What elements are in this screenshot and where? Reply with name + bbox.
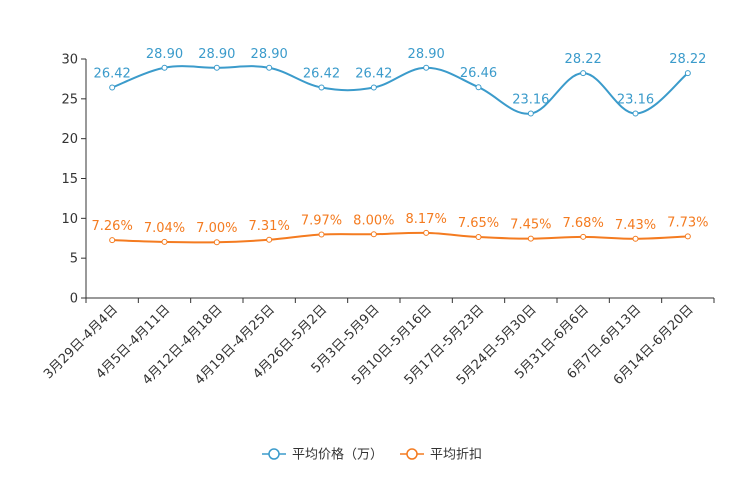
data-point[interactable] xyxy=(580,233,587,240)
legend-label: 平均价格（万） xyxy=(292,447,383,463)
data-label: 7.45% xyxy=(510,218,551,233)
data-label: 28.22 xyxy=(669,52,706,67)
legend-item-1[interactable]: 平均价格（万） xyxy=(262,447,383,463)
data-point[interactable] xyxy=(684,233,691,240)
y-tick-label: 20 xyxy=(61,132,78,147)
data-label: 8.17% xyxy=(406,212,447,227)
data-label: 7.00% xyxy=(196,221,237,236)
series-1: 26.42 28.90 28.90 28.90 26.42 26.42 28.90 26.46… xyxy=(94,47,706,117)
y-tick-label: 25 xyxy=(61,92,78,107)
series-2: 7.26% 7.04% 7.00% 7.31% 7.97% 8.00% 8.17% 7.65%… xyxy=(92,212,708,246)
data-label: 7.97% xyxy=(301,214,342,229)
y-tick-label: 15 xyxy=(61,172,78,187)
data-label: 26.46 xyxy=(460,66,497,81)
data-point[interactable] xyxy=(213,64,220,71)
data-label: 7.31% xyxy=(249,219,290,234)
data-point[interactable] xyxy=(318,84,325,91)
data-point[interactable] xyxy=(318,231,325,238)
data-point[interactable] xyxy=(266,64,273,71)
data-point[interactable] xyxy=(370,84,377,91)
data-point[interactable] xyxy=(213,239,220,246)
series-line xyxy=(112,231,688,244)
data-point[interactable] xyxy=(161,64,168,71)
data-point[interactable] xyxy=(109,84,116,91)
data-label: 28.90 xyxy=(198,47,235,62)
data-label: 23.16 xyxy=(617,92,654,107)
data-point[interactable] xyxy=(109,237,116,244)
data-label: 28.90 xyxy=(251,47,288,62)
data-label: 28.90 xyxy=(146,47,183,62)
y-tick-label: 10 xyxy=(61,212,78,227)
data-point[interactable] xyxy=(632,110,639,117)
chart-series: 26.42 28.90 28.90 28.90 26.42 26.42 28.90 26.46… xyxy=(92,47,708,246)
data-label: 7.73% xyxy=(667,215,708,230)
data-label: 7.43% xyxy=(615,218,656,233)
data-label: 8.00% xyxy=(353,213,394,228)
data-point[interactable] xyxy=(266,236,273,243)
data-label: 26.42 xyxy=(303,67,340,82)
chart-legend[interactable]: 平均价格（万） 平均折扣 xyxy=(262,447,482,463)
data-point[interactable] xyxy=(423,229,430,236)
y-tick-label: 5 xyxy=(70,252,78,267)
data-label: 7.26% xyxy=(92,219,133,234)
data-point[interactable] xyxy=(632,235,639,242)
legend-item-2[interactable]: 平均折扣 xyxy=(400,448,482,463)
legend-marker-icon xyxy=(406,448,418,460)
data-label: 28.22 xyxy=(565,52,602,67)
data-label: 23.16 xyxy=(512,92,549,107)
legend-label: 平均折扣 xyxy=(430,448,482,463)
data-point[interactable] xyxy=(161,238,168,245)
data-point[interactable] xyxy=(684,70,691,77)
data-label: 7.04% xyxy=(144,221,185,236)
data-label: 7.65% xyxy=(458,216,499,231)
legend-marker-icon xyxy=(268,448,280,460)
data-point[interactable] xyxy=(370,231,377,238)
data-label: 26.42 xyxy=(355,67,392,82)
data-point[interactable] xyxy=(475,234,482,241)
data-label: 26.42 xyxy=(94,67,131,82)
data-point[interactable] xyxy=(423,64,430,71)
data-point[interactable] xyxy=(527,110,534,117)
data-point[interactable] xyxy=(527,235,534,242)
y-tick-label: 30 xyxy=(61,53,78,68)
data-label: 7.68% xyxy=(563,216,604,231)
series-line xyxy=(111,65,689,115)
data-point[interactable] xyxy=(475,84,482,91)
data-point[interactable] xyxy=(580,70,587,77)
y-tick-label: 0 xyxy=(70,292,78,307)
data-label: 28.90 xyxy=(408,47,445,62)
